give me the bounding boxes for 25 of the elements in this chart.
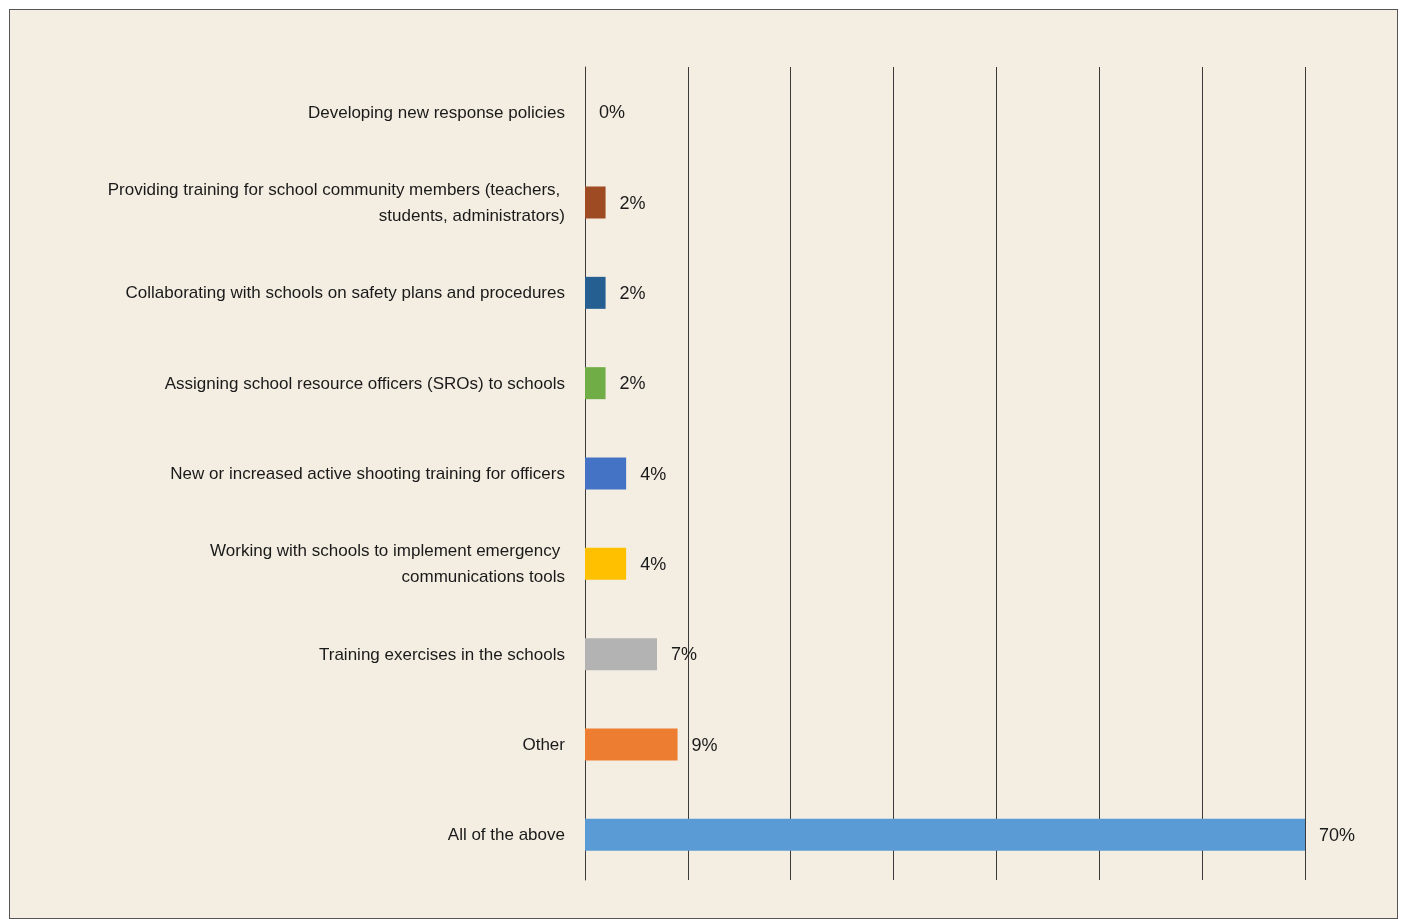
y-tick-label: Working with schools to implement emergency communications tools bbox=[210, 541, 565, 587]
data-label: 2% bbox=[619, 373, 646, 394]
data-label: 2% bbox=[619, 192, 646, 213]
y-tick-label: Developing new response policies bbox=[307, 102, 565, 122]
bar bbox=[585, 186, 606, 219]
data-label: 0% bbox=[599, 102, 626, 123]
bar bbox=[585, 728, 678, 761]
y-tick-label: Providing training for school community members (teachers, students, administrators) bbox=[107, 180, 565, 225]
data-label: 4% bbox=[640, 463, 667, 484]
y-tick-label: All of the above bbox=[447, 825, 565, 845]
data-label: 70% bbox=[1319, 824, 1356, 845]
y-tick-label: New or increased active shooting training for officers bbox=[170, 464, 565, 483]
data-label: 9% bbox=[691, 734, 718, 755]
y-tick-label: Collaborating with schools on safety plans and procedures bbox=[125, 283, 565, 303]
bar bbox=[585, 276, 606, 309]
y-tick-label: Other bbox=[522, 735, 566, 754]
data-label: 2% bbox=[619, 282, 646, 303]
bar bbox=[585, 367, 606, 400]
bar bbox=[585, 638, 657, 671]
y-tick-label: Assigning school resource officers (SROs) to schools bbox=[164, 373, 565, 393]
bar bbox=[585, 818, 1305, 851]
bar bbox=[585, 457, 627, 490]
bar bbox=[585, 547, 627, 580]
data-label: 4% bbox=[640, 553, 667, 574]
y-tick-label: Training exercises in the schools bbox=[319, 644, 565, 664]
